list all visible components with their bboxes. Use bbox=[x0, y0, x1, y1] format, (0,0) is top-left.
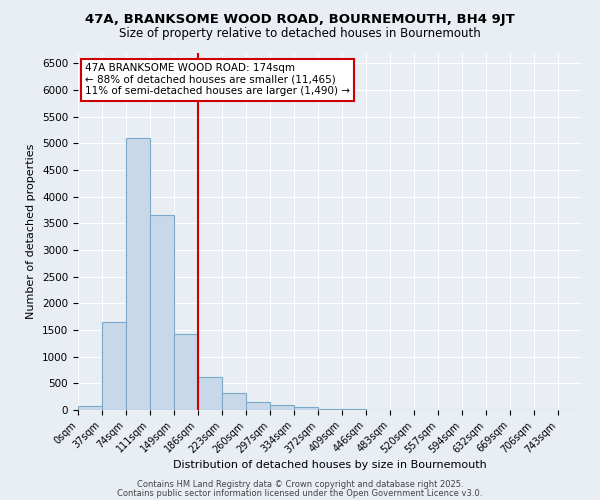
Bar bbox=[198, 377, 222, 410]
Bar bbox=[270, 405, 294, 410]
Bar bbox=[150, 215, 174, 410]
Bar bbox=[318, 408, 342, 410]
Bar bbox=[294, 408, 318, 410]
Text: 47A, BRANKSOME WOOD ROAD, BOURNEMOUTH, BH4 9JT: 47A, BRANKSOME WOOD ROAD, BOURNEMOUTH, B… bbox=[85, 12, 515, 26]
Text: Contains HM Land Registry data © Crown copyright and database right 2025.: Contains HM Land Registry data © Crown c… bbox=[137, 480, 463, 489]
Text: 47A BRANKSOME WOOD ROAD: 174sqm
← 88% of detached houses are smaller (11,465)
11: 47A BRANKSOME WOOD ROAD: 174sqm ← 88% of… bbox=[85, 63, 350, 96]
Bar bbox=[126, 138, 150, 410]
Bar bbox=[102, 322, 126, 410]
Text: Contains public sector information licensed under the Open Government Licence v3: Contains public sector information licen… bbox=[118, 489, 482, 498]
Y-axis label: Number of detached properties: Number of detached properties bbox=[26, 144, 37, 319]
Bar bbox=[222, 394, 246, 410]
Bar bbox=[174, 334, 198, 410]
Text: Size of property relative to detached houses in Bournemouth: Size of property relative to detached ho… bbox=[119, 28, 481, 40]
Bar bbox=[78, 406, 102, 410]
Bar bbox=[246, 402, 270, 410]
X-axis label: Distribution of detached houses by size in Bournemouth: Distribution of detached houses by size … bbox=[173, 460, 487, 470]
